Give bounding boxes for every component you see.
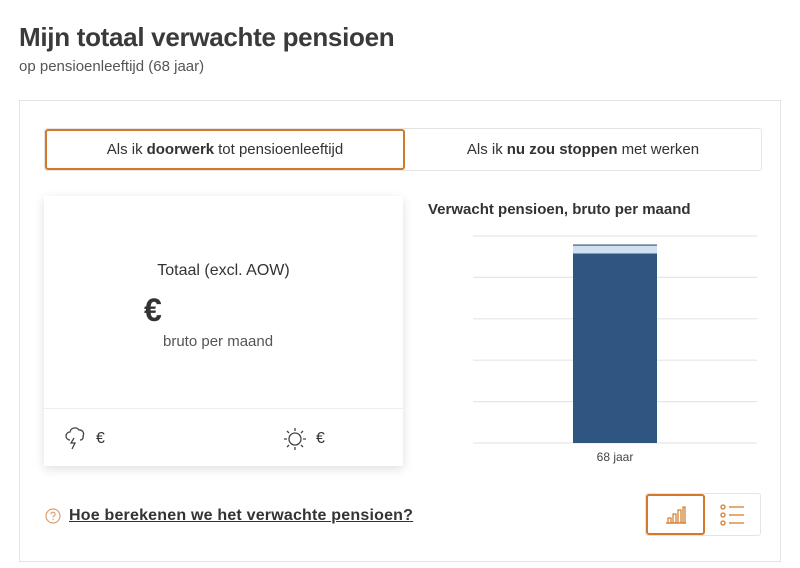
help-link[interactable]: Hoe berekenen we het verwachte pensioen?: [69, 507, 414, 524]
page-title: Mijn totaal verwachte pensioen: [19, 22, 395, 52]
total-label: Totaal (excl. AOW): [157, 262, 290, 279]
tab-text: Als ik: [106, 141, 143, 158]
bar-segment: [573, 253, 657, 443]
total-amount: €: [144, 292, 162, 328]
pension-panel: [19, 100, 781, 562]
chart-view-button[interactable]: [646, 494, 705, 535]
tab-bold-text: nu zou stoppen: [506, 141, 618, 158]
tab-text: met werken: [621, 141, 700, 158]
x-tick-label: 68 jaar: [597, 450, 634, 464]
storm-cloud-icon: [65, 427, 85, 450]
sun-icon: [284, 428, 306, 450]
bar-chart-icon: [665, 505, 686, 524]
bar-segment: [573, 245, 657, 254]
help-link-row: Hoe berekenen we het verwachte pensioen?: [45, 507, 413, 525]
tab-text: Als ik: [466, 141, 503, 158]
tab-nu-stoppen[interactable]: Als ik nu zou stoppen met werken: [405, 129, 761, 170]
list-icon: [719, 503, 744, 526]
optimistic-value: €: [316, 430, 325, 447]
question-circle-icon: [45, 508, 61, 524]
period-label: bruto per maand: [163, 333, 274, 350]
pessimistic-scenario: €: [64, 426, 105, 452]
divider: [44, 408, 403, 409]
page-subtitle: op pensioenleeftijd (68 jaar): [19, 58, 205, 75]
tab-text: tot pensioenleeftijd: [218, 141, 344, 158]
optimistic-scenario: €: [282, 426, 325, 452]
pessimistic-value: €: [96, 430, 105, 447]
pension-chart: 68 jaar: [473, 235, 757, 464]
scenario-toggle: Als ik doorwerk tot pensioenleeftijd Als…: [44, 128, 762, 171]
chart-title: Verwacht pensioen, bruto per maand: [428, 201, 691, 218]
tab-doorwerk[interactable]: Als ik doorwerk tot pensioenleeftijd: [45, 129, 405, 170]
view-switcher: [645, 493, 761, 536]
list-view-button[interactable]: [705, 494, 760, 535]
total-card: Totaal (excl. AOW) € bruto per maand € €: [44, 196, 403, 466]
tab-bold-text: doorwerk: [146, 141, 215, 158]
